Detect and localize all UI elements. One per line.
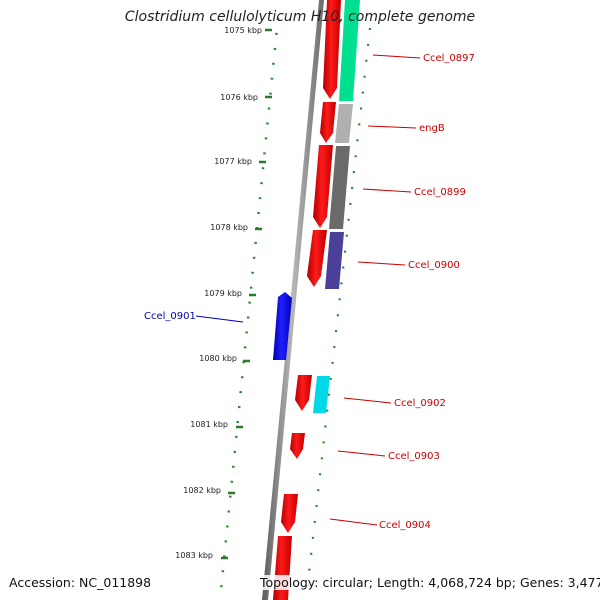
cds-arrow[interactable] [323,0,341,99]
cds-arrow[interactable] [290,433,305,459]
accession-info: Accession: NC_011898 [9,575,152,590]
leader-line [372,54,421,59]
leader-line [362,188,412,193]
kbp-label: 1082 kbp [183,486,221,495]
gene-label-ccel-0899[interactable]: Ccel_0899 [414,187,466,198]
gene-label-ccel-0904[interactable]: Ccel_0904 [379,520,431,531]
kbp-label: 1076 kbp [220,93,258,102]
genome-title: Clostridium cellulolyticum H10, complete… [124,9,476,25]
gene-label-ccel-0901[interactable]: Ccel_0901 [144,311,196,322]
cds-arrow[interactable] [307,230,327,287]
gene-ccel-0901-arrow[interactable] [273,292,292,360]
genome-backbone [262,0,324,600]
cds-arrow[interactable] [313,145,333,228]
topology-label: Topology: [260,575,319,590]
leader-line [195,315,244,323]
leader-line [343,397,392,404]
scale-dots [218,17,280,600]
kbp-label: 1078 kbp [210,223,248,232]
cds-arrow[interactable] [273,536,292,600]
kbp-label: 1079 kbp [204,289,242,298]
leader-line [337,450,386,457]
gene-label-ccel-0897[interactable]: Ccel_0897 [423,53,475,64]
gene-ccel-0899-arrow[interactable] [329,146,350,229]
gene-ccel-0902-arrow[interactable] [313,376,330,413]
cds-arrow[interactable] [295,375,312,411]
gene-ccel-0900-arrow[interactable] [325,232,344,289]
genes-label: Genes: [519,575,564,590]
kbp-label: 1075 kbp [224,26,262,35]
gene-engb-arrow[interactable] [335,104,353,143]
kbp-label: 1080 kbp [199,354,237,363]
gene-ccel-0897-arrow[interactable] [339,0,360,101]
gene-label-ccel-0903[interactable]: Ccel_0903 [388,451,440,462]
gene-labels: Ccel_0897 engB Ccel_0899 Ccel_0900 Ccel_… [144,53,475,531]
kbp-label: 1077 kbp [214,157,252,166]
genes-value: 3,477 [567,575,600,590]
kbp-label: 1083 kbp [175,551,213,560]
leader-lines [195,54,421,526]
topology-value: circular; [322,575,373,590]
leader-line [357,261,406,266]
gene-label-ccel-0902[interactable]: Ccel_0902 [394,398,446,409]
gene-track [313,0,360,413]
kbp-scale: 1075 kbp 1076 kbp 1077 kbp 1078 kbp 1079… [175,26,272,560]
cds-arrow[interactable] [281,494,298,533]
genome-stats: Topology: circular; Length: 4,068,724 bp… [260,575,600,590]
length-label: Length: [376,575,425,590]
kbp-label: 1081 kbp [190,420,228,429]
length-value: 4,068,724 bp; [428,575,516,590]
accession-value: NC_011898 [79,575,152,590]
leader-line [367,125,417,129]
cds-arrow[interactable] [320,102,336,143]
gene-label-engb[interactable]: engB [419,123,445,134]
gene-label-ccel-0900[interactable]: Ccel_0900 [408,260,460,271]
leader-line [329,518,378,526]
accession-label: Accession: [9,575,76,590]
